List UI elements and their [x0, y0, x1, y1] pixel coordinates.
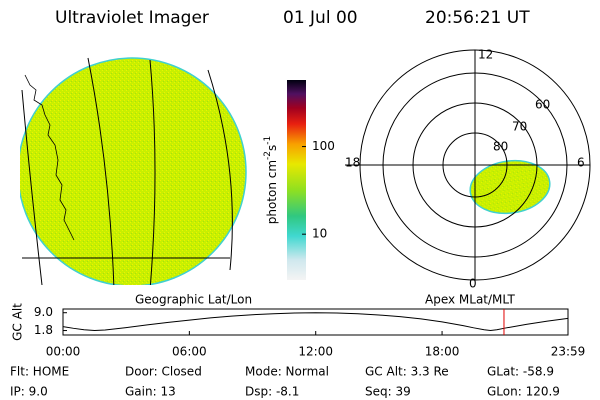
date: 01 Jul 00: [283, 8, 358, 28]
globe-image: [20, 57, 247, 285]
time: 20:56:21 UT: [425, 8, 530, 28]
polar-plot: [345, 49, 591, 281]
status-field: GLat: -58.9: [487, 365, 554, 379]
status-field: GLon: 120.9: [487, 385, 560, 399]
mlt-label: 18: [345, 156, 360, 170]
colorbar-tick-label: 100: [312, 139, 335, 153]
title: Ultraviolet Imager: [55, 8, 209, 28]
left-title: Geographic Lat/Lon: [135, 293, 252, 307]
colorbar: [287, 80, 306, 280]
x-tick-label: 00:00: [46, 345, 81, 359]
status-field: Flt: HOME: [10, 365, 69, 379]
x-tick-label: 06:00: [172, 345, 207, 359]
status-field: IP: 9.0: [10, 385, 48, 399]
y-tick-label: 9.0: [34, 305, 53, 319]
lat-label: 60: [535, 98, 550, 112]
lat-label: 80: [493, 140, 508, 154]
colorbar-tick-label: 10: [312, 227, 327, 241]
mlt-label: 12: [478, 48, 493, 62]
lat-label: 70: [512, 120, 527, 134]
status-field: Seq: 39: [365, 385, 411, 399]
status-field: Mode: Normal: [245, 365, 329, 379]
right-title: Apex MLat/MLT: [425, 293, 515, 307]
status-field: GC Alt: 3.3 Re: [365, 365, 449, 379]
y-tick-label: 1.8: [34, 323, 53, 337]
y-axis-label: GC Alt: [11, 303, 25, 341]
x-tick-label: 23:59: [551, 345, 586, 359]
status-field: Gain: 13: [125, 385, 176, 399]
altitude-line: [62, 312, 569, 332]
status-field: Dsp: -8.1: [245, 385, 299, 399]
mlt-label: 0: [469, 277, 477, 291]
status-field: Door: Closed: [125, 365, 202, 379]
x-tick-label: 18:00: [425, 345, 460, 359]
x-tick-label: 12:00: [298, 345, 333, 359]
mlt-label: 6: [577, 156, 585, 170]
colorbar-label: photon cm-2s-1: [263, 136, 279, 225]
